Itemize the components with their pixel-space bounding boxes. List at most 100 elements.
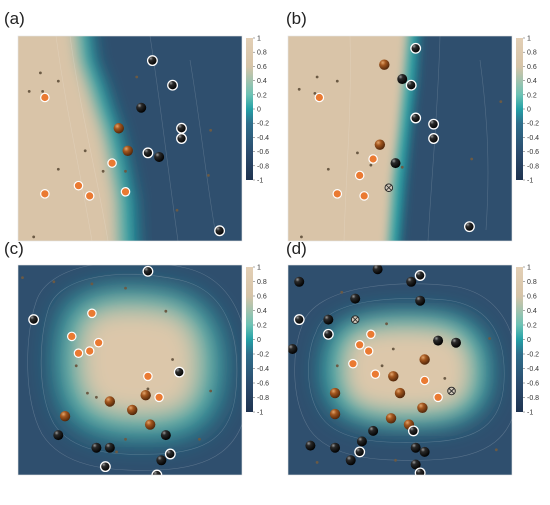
dot-marker	[300, 235, 303, 239]
orange-marker	[40, 189, 50, 199]
dot-marker	[74, 364, 78, 368]
ringed-black-marker	[354, 446, 366, 458]
colorbar-tick-label: -0.2	[527, 352, 539, 359]
colorbar-tick-label: -0.8	[527, 163, 539, 170]
colorbar: 1 0.8 0.6 0.4 0.2 0 -0.2 -0.4 -0.6 -0.8 -1	[246, 265, 269, 417]
colorbar-gradient	[246, 267, 253, 412]
colorbar-tick-label: -0.6	[527, 381, 539, 388]
black-ball-marker	[323, 314, 334, 325]
ringed-black-marker	[142, 147, 154, 159]
dot-marker	[315, 461, 319, 464]
brown-ball-marker	[388, 371, 399, 382]
black-ball-marker	[160, 430, 171, 441]
black-ball-marker	[294, 276, 305, 287]
ringed-black-marker	[28, 314, 40, 326]
dot-marker	[494, 448, 498, 452]
colorbar-tick-label: -0.6	[257, 149, 269, 156]
dot-marker	[335, 79, 339, 83]
colorbar-tick-label: 0.4	[257, 78, 267, 85]
colorbar-tick-label: 0	[527, 337, 531, 344]
orange-marker	[73, 348, 84, 358]
colorbar: 1 0.8 0.6 0.4 0.2 0 -0.2 -0.4 -0.6 -0.8 -1	[516, 265, 539, 417]
brown-ball-marker	[59, 411, 71, 422]
dot-marker	[380, 364, 384, 368]
dot-marker	[164, 309, 168, 313]
panel-label: (d)	[286, 239, 307, 258]
black-ball-marker	[154, 151, 165, 162]
dot-marker	[27, 89, 31, 93]
colorbar-gradient	[246, 38, 253, 180]
ringed-black-marker	[428, 118, 440, 130]
colorbar-tick-label: -0.2	[527, 121, 539, 128]
brown-ball-marker	[419, 354, 430, 365]
dot-marker	[101, 169, 105, 173]
black-ball-marker	[356, 436, 367, 447]
black-ball-marker	[156, 455, 167, 466]
colorbar-tick-label: 0.2	[527, 92, 537, 99]
colorbar-tick-label: -1	[257, 178, 263, 185]
dot-marker	[86, 391, 89, 395]
dot-marker	[124, 169, 127, 173]
brown-ball-marker	[417, 402, 428, 413]
colorbar-tick-label: 0.4	[527, 308, 537, 315]
black-ball-marker	[390, 158, 401, 169]
dot-marker	[499, 100, 503, 103]
dot-marker	[400, 165, 404, 169]
brown-ball-marker	[144, 419, 156, 430]
orange-marker	[419, 375, 430, 386]
colorbar: 1 0.8 0.6 0.4 0.2 0 -0.2 -0.4 -0.6 -0.8 -1	[516, 36, 539, 185]
orange-marker	[120, 187, 131, 197]
dot-marker	[56, 167, 60, 171]
dot-marker	[175, 208, 179, 212]
dot-marker	[443, 377, 447, 380]
ringed-black-marker	[407, 425, 419, 437]
colorbar-tick-label: 0.6	[527, 294, 537, 301]
colorbar-tick-label: -0.4	[257, 135, 269, 142]
ringed-black-marker	[214, 225, 226, 237]
colorbar-tick-label: 0	[257, 337, 261, 344]
colorbar-tick-label: -0.8	[257, 163, 269, 170]
decision-field	[322, 312, 491, 427]
black-ball-marker	[419, 446, 430, 457]
black-ball-marker	[410, 442, 421, 453]
dot-marker	[21, 276, 24, 279]
dot-marker	[171, 358, 174, 361]
colorbar-tick-label: -0.4	[257, 366, 269, 373]
panel-b: (b)	[286, 9, 513, 242]
orange-marker	[366, 329, 376, 340]
ringed-black-marker	[322, 328, 334, 340]
ringed-black-marker	[99, 461, 111, 473]
colorbar-tick-label: 0.8	[527, 279, 537, 286]
cross-marker	[384, 183, 394, 192]
orange-marker	[143, 371, 153, 382]
cross-marker	[350, 315, 360, 324]
colorbar-tick-label: -1	[527, 410, 533, 417]
colorbar-tick-label: 0.8	[257, 279, 267, 286]
colorbar-tick-label: 0.2	[257, 323, 267, 330]
colorbar-tick-label: 0.6	[257, 64, 267, 71]
black-ball-marker	[397, 74, 408, 85]
colorbar-tick-label: -0.8	[527, 395, 539, 402]
colorbar-tick-label: 0.8	[257, 50, 267, 57]
dot-marker	[340, 290, 344, 294]
colorbar-tick-label: 1	[527, 265, 531, 272]
ringed-black-marker	[414, 467, 426, 475]
dot-marker	[135, 75, 139, 79]
colorbar-tick-label: 0.2	[257, 92, 267, 99]
decision-field	[288, 36, 419, 241]
brown-ball-marker	[385, 413, 397, 424]
black-ball-marker	[104, 442, 115, 453]
orange-marker	[73, 180, 84, 191]
ringed-black-marker	[142, 265, 154, 277]
orange-marker	[107, 158, 117, 168]
colorbar-tick-label: 1	[257, 36, 261, 43]
dot-marker	[52, 280, 56, 284]
colorbar-tick-label: 0	[257, 107, 261, 114]
colorbar-gradient	[516, 267, 523, 412]
dot-marker	[32, 235, 36, 239]
ringed-black-marker	[146, 55, 158, 67]
colorbars: 1 0.8 0.6 0.4 0.2 0 -0.2 -0.4 -0.6 -0.8 -1 1 0.8 0.6 0…	[246, 36, 539, 417]
colorbar-tick-label: 0.4	[257, 308, 267, 315]
colorbar-tick-label: 1	[527, 36, 531, 43]
orange-marker	[93, 337, 104, 348]
